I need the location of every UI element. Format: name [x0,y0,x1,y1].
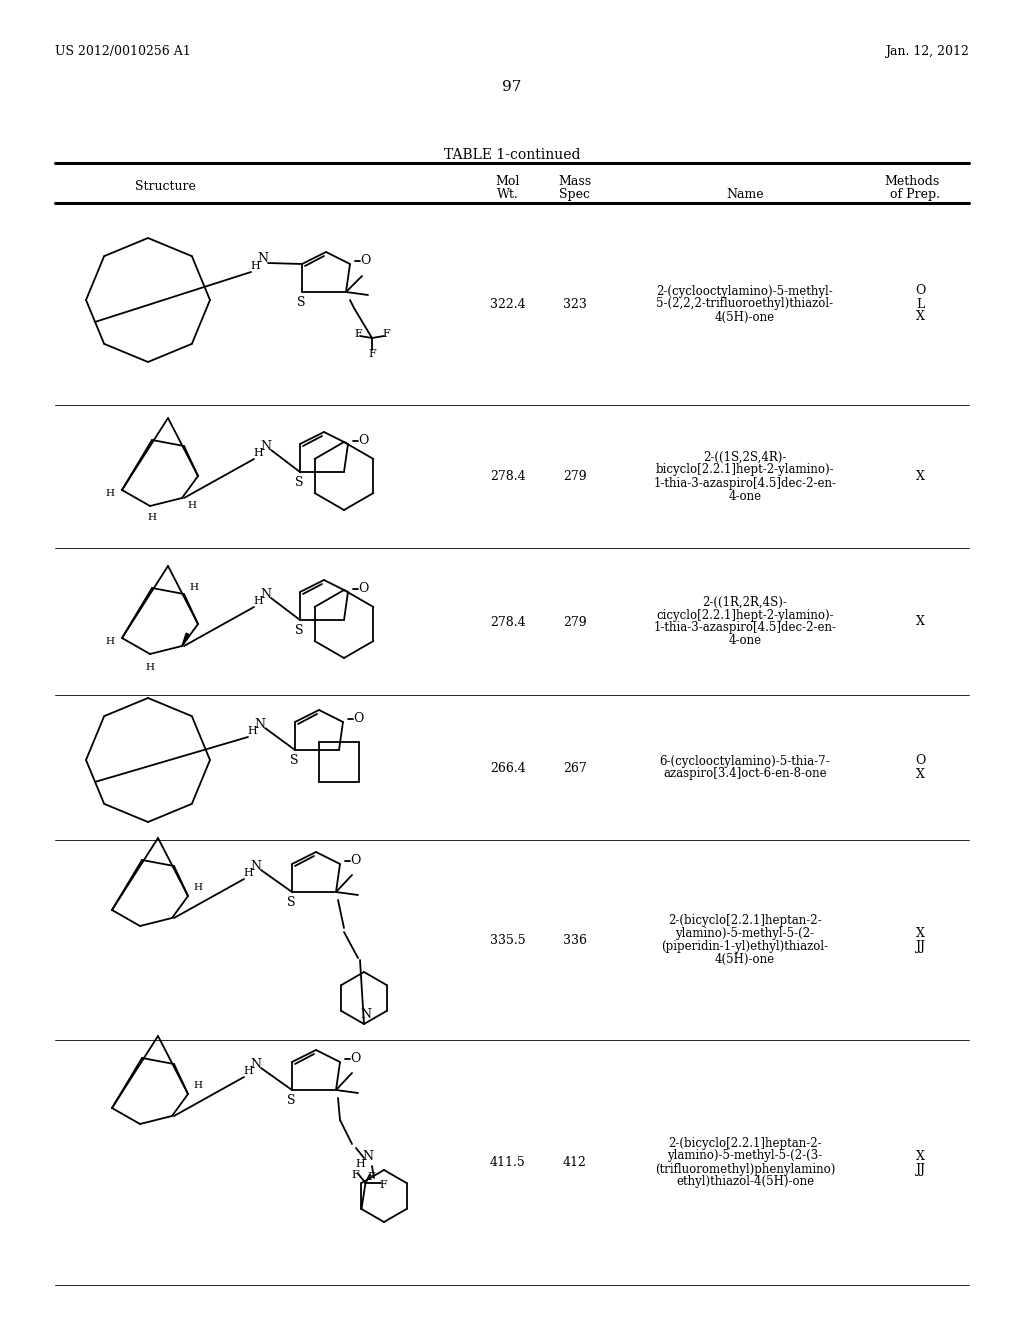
Text: H: H [187,502,197,511]
Text: (piperidin-1-yl)ethyl)thiazol-: (piperidin-1-yl)ethyl)thiazol- [662,940,828,953]
Text: F: F [351,1170,359,1180]
Text: O: O [350,1052,360,1064]
Text: 323: 323 [563,298,587,312]
Text: H: H [247,726,257,737]
Text: S: S [297,296,305,309]
Text: 336: 336 [563,935,587,946]
Text: F: F [354,329,361,339]
Text: S: S [287,1093,295,1106]
Text: H: H [355,1159,365,1170]
Text: H: H [243,1067,253,1076]
Text: O: O [914,755,926,767]
Text: 278.4: 278.4 [490,615,525,628]
Text: 322.4: 322.4 [490,298,525,312]
Text: 2-(cyclooctylamino)-5-methyl-: 2-(cyclooctylamino)-5-methyl- [656,285,834,297]
Text: ylamino)-5-methyl-5-(2-(3-: ylamino)-5-methyl-5-(2-(3- [668,1150,822,1163]
Text: S: S [290,754,298,767]
Text: O: O [350,854,360,866]
Text: N: N [251,859,261,873]
Text: H: H [243,869,253,878]
Text: 279: 279 [563,470,587,483]
Text: L: L [915,297,924,310]
Text: X: X [915,1150,925,1163]
Text: ylamino)-5-methyl-5-(2-: ylamino)-5-methyl-5-(2- [676,927,814,940]
Text: O: O [353,711,364,725]
Text: H: H [189,583,199,593]
Text: O: O [359,253,371,267]
Text: N: N [360,1007,372,1020]
Text: S: S [295,475,303,488]
Text: F: F [380,1180,387,1191]
Text: 2-((1R,2R,4S)-: 2-((1R,2R,4S)- [702,595,787,609]
Text: azaspiro[3.4]oct-6-en-8-one: azaspiro[3.4]oct-6-en-8-one [664,767,826,780]
Text: US 2012/0010256 A1: US 2012/0010256 A1 [55,45,190,58]
Text: 1-thia-3-azaspiro[4.5]dec-2-en-: 1-thia-3-azaspiro[4.5]dec-2-en- [653,622,837,635]
Text: Name: Name [726,187,764,201]
Text: 2-((1S,2S,4R)-: 2-((1S,2S,4R)- [703,450,786,463]
Text: O: O [357,433,369,446]
Text: bicyclo[2.2.1]hept-2-ylamino)-: bicyclo[2.2.1]hept-2-ylamino)- [655,463,835,477]
Text: JJ: JJ [915,940,925,953]
Text: F: F [382,329,390,339]
Text: S: S [287,895,295,908]
Text: 4-one: 4-one [728,490,762,503]
Text: 97: 97 [503,81,521,94]
Text: H: H [145,664,155,672]
Text: H: H [250,261,260,271]
Text: O: O [914,285,926,297]
Text: 411.5: 411.5 [490,1156,526,1170]
Text: H: H [253,447,263,458]
Text: X: X [915,310,925,323]
Text: 335.5: 335.5 [490,935,525,946]
Text: 6-(cyclooctylamino)-5-thia-7-: 6-(cyclooctylamino)-5-thia-7- [659,755,830,767]
Text: Spec: Spec [559,187,591,201]
Text: H: H [147,513,157,523]
Text: 266.4: 266.4 [490,762,526,775]
Text: of Prep.: of Prep. [890,187,940,201]
Text: Jan. 12, 2012: Jan. 12, 2012 [885,45,969,58]
Text: N: N [260,440,271,453]
Text: S: S [295,623,303,636]
Text: Mol: Mol [496,176,520,187]
Text: F: F [368,1172,376,1181]
Text: 412: 412 [563,1156,587,1170]
Text: N: N [260,587,271,601]
Text: N: N [257,252,268,265]
Text: ethyl)thiazol-4(5H)-one: ethyl)thiazol-4(5H)-one [676,1176,814,1188]
Text: 4(5H)-one: 4(5H)-one [715,310,775,323]
Polygon shape [182,634,189,645]
Text: 4-one: 4-one [728,635,762,648]
Text: X: X [915,615,925,628]
Text: N: N [251,1057,261,1071]
Text: 1-thia-3-azaspiro[4.5]dec-2-en-: 1-thia-3-azaspiro[4.5]dec-2-en- [653,477,837,490]
Text: TABLE 1-continued: TABLE 1-continued [443,148,581,162]
Text: H: H [105,490,115,499]
Text: X: X [915,927,925,940]
Text: X: X [915,767,925,780]
Text: 267: 267 [563,762,587,775]
Text: Mass: Mass [558,176,592,187]
Text: F: F [368,348,376,359]
Text: 5-(2,2,2-trifluoroethyl)thiazol-: 5-(2,2,2-trifluoroethyl)thiazol- [656,297,834,310]
Text: Wt.: Wt. [497,187,519,201]
Text: 279: 279 [563,615,587,628]
Text: JJ: JJ [915,1163,925,1176]
Text: H: H [194,1081,203,1090]
Text: H: H [194,883,203,892]
Text: Methods: Methods [885,176,940,187]
Text: N: N [255,718,265,730]
Text: Structure: Structure [134,180,196,193]
Text: (trifluoromethyl)phenylamino): (trifluoromethyl)phenylamino) [654,1163,836,1176]
Text: H: H [105,638,115,647]
Text: H: H [253,597,263,606]
Text: 2-(bicyclo[2.2.1]heptan-2-: 2-(bicyclo[2.2.1]heptan-2- [669,1137,822,1150]
Text: 278.4: 278.4 [490,470,525,483]
Text: O: O [357,582,369,594]
Text: X: X [915,470,925,483]
Text: 2-(bicyclo[2.2.1]heptan-2-: 2-(bicyclo[2.2.1]heptan-2- [669,913,822,927]
Text: N: N [362,1150,374,1163]
Text: 4(5H)-one: 4(5H)-one [715,953,775,966]
Text: cicyclo[2.2.1]hept-2-ylamino)-: cicyclo[2.2.1]hept-2-ylamino)- [656,609,834,622]
